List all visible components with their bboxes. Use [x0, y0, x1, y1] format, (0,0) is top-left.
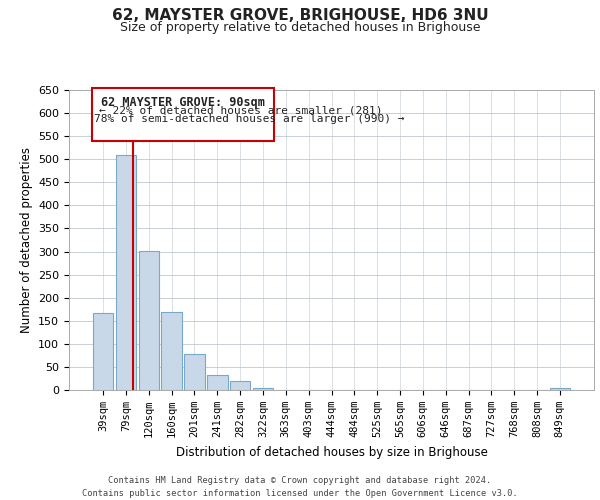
Bar [184, 354, 205, 390]
FancyBboxPatch shape [92, 88, 274, 141]
Bar [550, 388, 570, 390]
X-axis label: Distribution of detached houses by size in Brighouse: Distribution of detached houses by size … [176, 446, 487, 458]
Bar [161, 312, 182, 390]
Text: Contains HM Land Registry data © Crown copyright and database right 2024.
Contai: Contains HM Land Registry data © Crown c… [82, 476, 518, 498]
Text: Size of property relative to detached houses in Brighouse: Size of property relative to detached ho… [120, 21, 480, 34]
Text: ← 22% of detached houses are smaller (281): ← 22% of detached houses are smaller (28… [98, 105, 382, 115]
Bar [253, 388, 273, 390]
Text: 62 MAYSTER GROVE: 90sqm: 62 MAYSTER GROVE: 90sqm [101, 96, 265, 109]
Bar [207, 375, 227, 390]
Bar [116, 154, 136, 390]
Bar [93, 313, 113, 390]
Y-axis label: Number of detached properties: Number of detached properties [20, 147, 32, 333]
Bar [230, 381, 250, 390]
Bar [139, 250, 159, 390]
Text: 62, MAYSTER GROVE, BRIGHOUSE, HD6 3NU: 62, MAYSTER GROVE, BRIGHOUSE, HD6 3NU [112, 8, 488, 22]
Text: 78% of semi-detached houses are larger (990) →: 78% of semi-detached houses are larger (… [94, 114, 404, 124]
